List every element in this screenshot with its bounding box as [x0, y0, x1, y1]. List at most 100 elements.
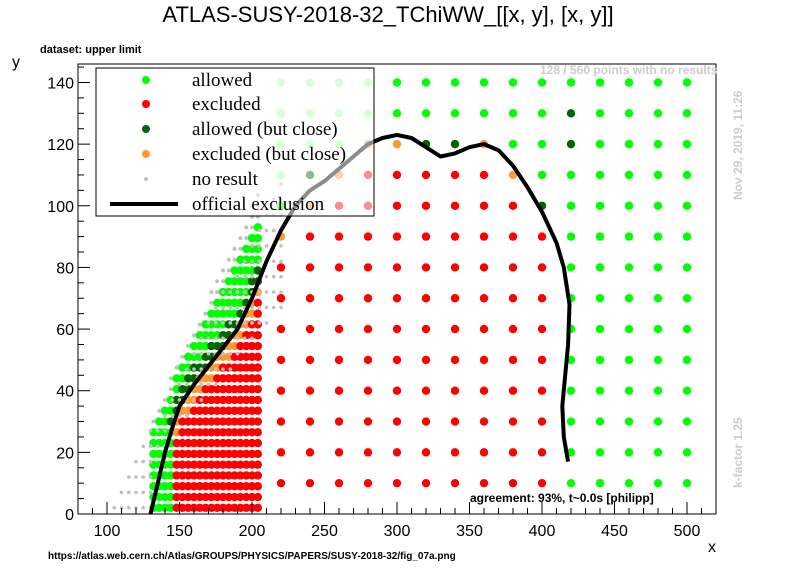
- point-excluded: [213, 482, 222, 491]
- point-excluded: [537, 386, 547, 395]
- point-allowed: [537, 109, 547, 118]
- point-no-result: [170, 413, 175, 418]
- point-allowed: [218, 309, 228, 318]
- point-allowed: [172, 374, 181, 383]
- point-no-result: [279, 259, 283, 264]
- point-allowed: [624, 324, 634, 334]
- point-allowed: [566, 170, 576, 180]
- point-excluded: [479, 263, 489, 272]
- point-allowed: [421, 109, 431, 118]
- point-excluded: [230, 449, 239, 459]
- point-no_result: [168, 376, 173, 381]
- point-excluded: [508, 294, 518, 303]
- point-excluded: [224, 471, 233, 480]
- point-excluded: [213, 503, 222, 513]
- point-allowed: [624, 294, 634, 303]
- point-excluded: [236, 341, 245, 351]
- point-excluded: [230, 384, 239, 394]
- point-allowed: [166, 449, 175, 459]
- official-exclusion-line: [148, 132, 572, 515]
- point-no-result: [221, 336, 225, 341]
- point-excluded: [253, 320, 262, 329]
- point-excluded: [201, 492, 210, 502]
- point-excluded: [230, 482, 239, 491]
- point-allowed: [682, 355, 692, 365]
- point-allowed: [236, 266, 245, 275]
- point-no_result: [197, 322, 202, 327]
- point-no-result: [221, 290, 225, 294]
- x-tick-label: 500: [674, 523, 701, 540]
- legend-excluded-close: excluded (but close): [192, 144, 346, 165]
- point-no-result: [206, 382, 211, 387]
- point-excluded: [218, 482, 228, 491]
- y-tick-label: 0: [65, 507, 74, 524]
- point-excluded: [218, 395, 228, 405]
- point-allowed: [595, 170, 605, 180]
- point-excluded_close: [230, 341, 239, 351]
- point-excluded: [224, 503, 233, 513]
- point-excluded: [421, 170, 431, 180]
- legend-marker-excluded: [142, 100, 150, 108]
- point-excluded: [334, 294, 344, 303]
- point-no-result: [163, 413, 167, 418]
- point-allowed: [566, 478, 576, 488]
- point-excluded: [276, 355, 286, 365]
- point-excluded: [213, 492, 222, 502]
- point-excluded: [479, 170, 489, 180]
- point-no-result: [177, 382, 182, 387]
- point-no_result: [232, 246, 237, 251]
- point-no-result: [228, 351, 233, 356]
- point-no-result: [148, 490, 153, 495]
- point-excluded: [201, 449, 210, 459]
- point-no_result: [238, 246, 243, 251]
- point-no-result: [250, 321, 254, 325]
- point-excluded: [178, 449, 187, 459]
- point-no-result: [279, 244, 283, 248]
- point-no-result: [228, 321, 233, 325]
- point-excluded: [201, 482, 210, 491]
- point-no-result: [184, 382, 189, 387]
- point-excluded: [184, 449, 193, 459]
- point-excluded: [207, 417, 216, 426]
- point-no-result: [199, 336, 204, 341]
- point-excluded: [236, 363, 245, 372]
- point-excluded: [195, 406, 204, 415]
- point-excluded: [230, 417, 239, 426]
- point-excluded: [201, 417, 210, 426]
- point-no-result: [264, 321, 269, 325]
- point-no-result: [257, 244, 262, 248]
- point-excluded: [224, 384, 233, 394]
- point-allowed: [247, 244, 257, 254]
- point-allowed: [624, 78, 634, 87]
- point-excluded: [195, 438, 204, 448]
- point-excluded: [247, 406, 257, 415]
- point-allowed: [242, 266, 251, 275]
- timestamp-label: Nov 29, 2019, 11:26: [731, 90, 745, 200]
- point-allowed: [236, 277, 245, 286]
- point-excluded: [247, 438, 257, 448]
- point-no-result: [264, 290, 269, 294]
- point-excluded: [224, 482, 233, 491]
- point-allowed: [595, 355, 605, 365]
- point-allowed: [230, 298, 239, 308]
- point-excluded: [334, 324, 344, 334]
- y-tick-label: 100: [47, 199, 74, 216]
- point-no-result: [126, 475, 131, 479]
- point-no-result: [250, 274, 254, 279]
- point-no-result: [264, 244, 269, 248]
- point-no-result: [199, 367, 204, 371]
- point-excluded: [392, 232, 402, 241]
- point-allowed: [653, 170, 663, 180]
- point-excluded: [178, 417, 187, 426]
- point-excluded: [392, 263, 402, 272]
- point-no_result: [215, 290, 220, 295]
- point-allowed: [682, 294, 692, 303]
- point-excluded: [392, 294, 402, 303]
- point-no-result: [257, 305, 262, 310]
- point-excluded: [334, 263, 344, 272]
- point-excluded: [253, 298, 262, 308]
- point-excluded: [253, 471, 262, 480]
- point-excluded: [242, 482, 251, 491]
- point-excluded: [218, 374, 228, 383]
- point-excluded: [450, 324, 460, 334]
